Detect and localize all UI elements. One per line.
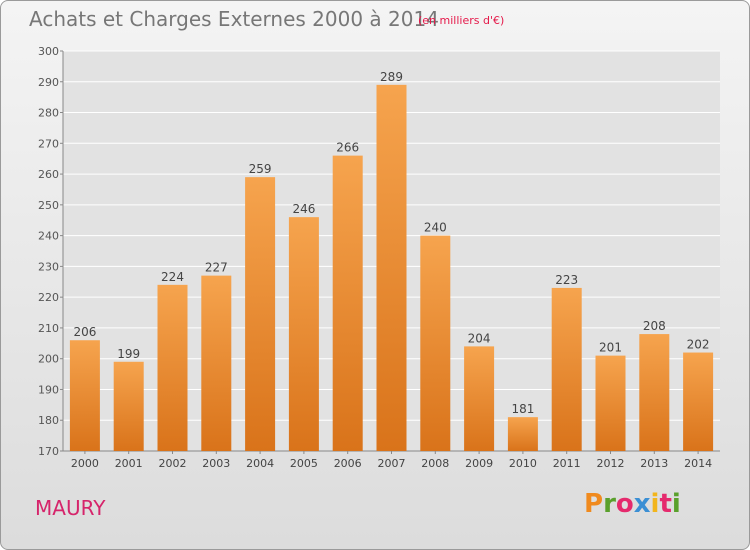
y-tick-label: 250 (38, 199, 59, 212)
proxiti-letter: x (633, 489, 651, 519)
chart-title: Achats et Charges Externes 2000 à 2014 (29, 7, 439, 31)
y-tick-label: 280 (38, 107, 59, 120)
bar (157, 284, 188, 451)
bar (507, 417, 538, 451)
y-tick-label: 270 (38, 137, 59, 150)
x-tick-label: 2011 (553, 457, 581, 470)
y-tick-label: 230 (38, 260, 59, 273)
y-tick-label: 180 (38, 414, 59, 427)
x-tick-label: 2012 (597, 457, 625, 470)
bar (683, 352, 714, 451)
bar (595, 355, 626, 451)
x-tick-label: 2014 (684, 457, 712, 470)
bar-value-label: 202 (687, 338, 710, 352)
bar-value-label: 224 (161, 270, 184, 284)
bar (464, 346, 495, 451)
x-tick-label: 2013 (640, 457, 668, 470)
bar (69, 340, 100, 451)
bar (201, 275, 232, 451)
x-tick-label: 2006 (334, 457, 362, 470)
x-tick-label: 2001 (115, 457, 143, 470)
y-tick-label: 200 (38, 353, 59, 366)
proxiti-letter: o (615, 489, 634, 519)
bar (288, 217, 319, 451)
bar (639, 334, 670, 451)
proxiti-letter: P (584, 489, 604, 519)
x-tick-label: 2010 (509, 457, 537, 470)
bar-value-label: 223 (555, 273, 578, 287)
chart-subtitle: (en milliers d'€) (418, 14, 505, 27)
bar-value-label: 181 (511, 402, 534, 416)
x-tick-label: 2004 (246, 457, 274, 470)
bar-value-label: 201 (599, 341, 622, 355)
bar-value-label: 199 (117, 347, 140, 361)
bar (420, 235, 451, 451)
bar-value-label: 206 (73, 325, 96, 339)
proxiti-letter: i (650, 489, 660, 519)
y-tick-label: 260 (38, 168, 59, 181)
x-tick-label: 2005 (290, 457, 318, 470)
proxiti-letter: t (659, 489, 672, 519)
x-tick-label: 2003 (202, 457, 230, 470)
y-tick-label: 300 (38, 45, 59, 58)
proxiti-letter: r (603, 489, 616, 519)
y-tick-label: 210 (38, 322, 59, 335)
y-tick-label: 290 (38, 76, 59, 89)
bar (551, 287, 582, 451)
bar-value-label: 266 (336, 141, 359, 155)
x-tick-label: 2002 (159, 457, 187, 470)
bar-value-label: 204 (468, 331, 491, 345)
x-tick-label: 2007 (378, 457, 406, 470)
bar-value-label: 246 (292, 202, 315, 216)
y-tick-label: 170 (38, 445, 59, 458)
bar (376, 84, 407, 451)
bar-value-label: 208 (643, 319, 666, 333)
bar-value-label: 289 (380, 70, 403, 84)
y-tick-label: 240 (38, 230, 59, 243)
proxiti-logo: Proxiti (584, 489, 681, 519)
bar (245, 177, 276, 451)
x-tick-label: 2008 (421, 457, 449, 470)
bar-value-label: 240 (424, 221, 447, 235)
x-tick-label: 2009 (465, 457, 493, 470)
commune-name: MAURY (35, 496, 106, 520)
proxiti-letter: i (671, 489, 681, 519)
bar-value-label: 259 (249, 162, 272, 176)
y-tick-label: 190 (38, 383, 59, 396)
bar (332, 155, 363, 451)
bar-value-label: 227 (205, 261, 228, 275)
y-tick-label: 220 (38, 291, 59, 304)
x-tick-label: 2000 (71, 457, 99, 470)
bar (113, 361, 144, 451)
